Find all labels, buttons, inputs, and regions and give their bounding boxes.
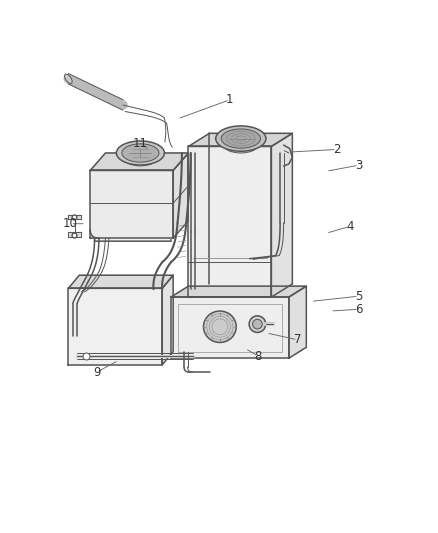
Ellipse shape (216, 126, 266, 151)
Polygon shape (188, 147, 272, 297)
Polygon shape (171, 286, 306, 297)
Polygon shape (171, 297, 289, 358)
Ellipse shape (124, 151, 157, 166)
Ellipse shape (253, 319, 262, 329)
Text: 10: 10 (63, 217, 78, 230)
Text: 8: 8 (254, 350, 262, 362)
Text: 1: 1 (226, 93, 233, 106)
Polygon shape (90, 153, 188, 171)
Polygon shape (95, 166, 171, 241)
Ellipse shape (223, 136, 258, 153)
Text: 2: 2 (333, 143, 341, 156)
Ellipse shape (64, 74, 72, 84)
Ellipse shape (221, 129, 261, 148)
Ellipse shape (249, 316, 266, 333)
Text: 3: 3 (355, 159, 362, 172)
Polygon shape (173, 153, 188, 238)
Ellipse shape (204, 311, 236, 343)
Polygon shape (162, 275, 173, 365)
Text: 11: 11 (133, 137, 148, 150)
Polygon shape (68, 288, 162, 365)
Ellipse shape (117, 141, 164, 165)
Text: 5: 5 (355, 290, 362, 303)
Text: 4: 4 (346, 220, 354, 233)
Polygon shape (90, 171, 173, 238)
Text: 7: 7 (294, 333, 301, 346)
Polygon shape (68, 275, 173, 288)
Polygon shape (289, 286, 306, 358)
Text: 9: 9 (93, 366, 100, 378)
Text: 6: 6 (355, 303, 363, 316)
Polygon shape (68, 232, 81, 237)
Polygon shape (272, 133, 292, 297)
Polygon shape (188, 133, 292, 147)
Ellipse shape (122, 144, 159, 162)
Polygon shape (68, 215, 81, 220)
